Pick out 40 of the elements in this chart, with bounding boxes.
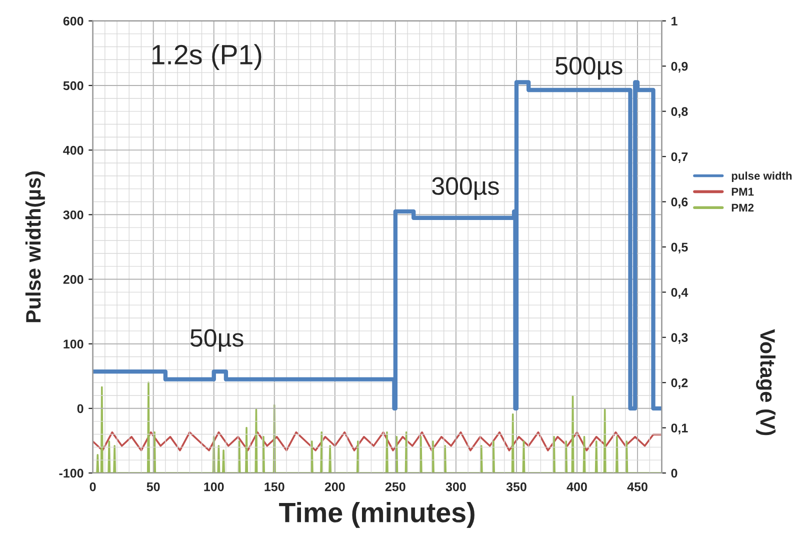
y-tick-label: 600 <box>63 16 84 26</box>
x-tick-label: 150 <box>264 482 284 492</box>
x-tick-label: 200 <box>324 482 345 492</box>
x-tick-label: 250 <box>385 482 406 492</box>
y2-tick-label: 0 <box>671 468 678 478</box>
y2-tick-label: 0,8 <box>671 107 688 118</box>
legend-label: PM2 <box>732 204 754 212</box>
legend-label: pulse width <box>732 172 792 182</box>
annotation: 500µs <box>556 56 622 80</box>
x-tick-label: 50 <box>146 482 160 492</box>
y-tick-label: 400 <box>63 146 84 155</box>
y2-tick-label: 0,1 <box>671 424 688 434</box>
y-tick-label: 0 <box>77 404 84 414</box>
y2-tick-label: 0,5 <box>671 242 688 254</box>
annotation: 300µs <box>432 177 499 200</box>
x-axis-title: Time (minutes) <box>279 502 474 528</box>
line-series <box>92 431 662 452</box>
y-tick-label: -100 <box>59 468 84 478</box>
x-tick-label: 300 <box>446 482 466 492</box>
y-tick-label: 100 <box>64 340 84 348</box>
y2-axis-title: Voltage (V) <box>756 329 776 436</box>
y-tick-label: 200 <box>63 275 84 284</box>
y2-tick-label: 0,4 <box>671 288 688 299</box>
y-axis-title: Pulse width(µs) <box>25 171 45 322</box>
y2-tick-label: 0,7 <box>671 152 688 163</box>
y2-tick-label: 1 <box>672 16 678 26</box>
x-tick-label: 400 <box>566 482 587 492</box>
x-tick-label: 450 <box>627 482 648 492</box>
y2-tick-label: 0,9 <box>671 62 688 73</box>
text: 1.2s (P1) <box>152 44 262 70</box>
x-tick-label: 0 <box>90 482 96 492</box>
x-tick-label: 350 <box>506 482 526 492</box>
y2-tick-label: 0,2 <box>671 378 688 390</box>
legend-label: PM1 <box>732 188 754 196</box>
x-tick-label: 100 <box>204 482 224 492</box>
y2-tick-label: 0,3 <box>671 333 688 344</box>
y-tick-label: 300 <box>63 210 84 220</box>
y2-tick-label: 0,6 <box>671 198 688 208</box>
annotation: 50µs <box>190 329 244 352</box>
y-tick-label: 500 <box>63 81 84 90</box>
